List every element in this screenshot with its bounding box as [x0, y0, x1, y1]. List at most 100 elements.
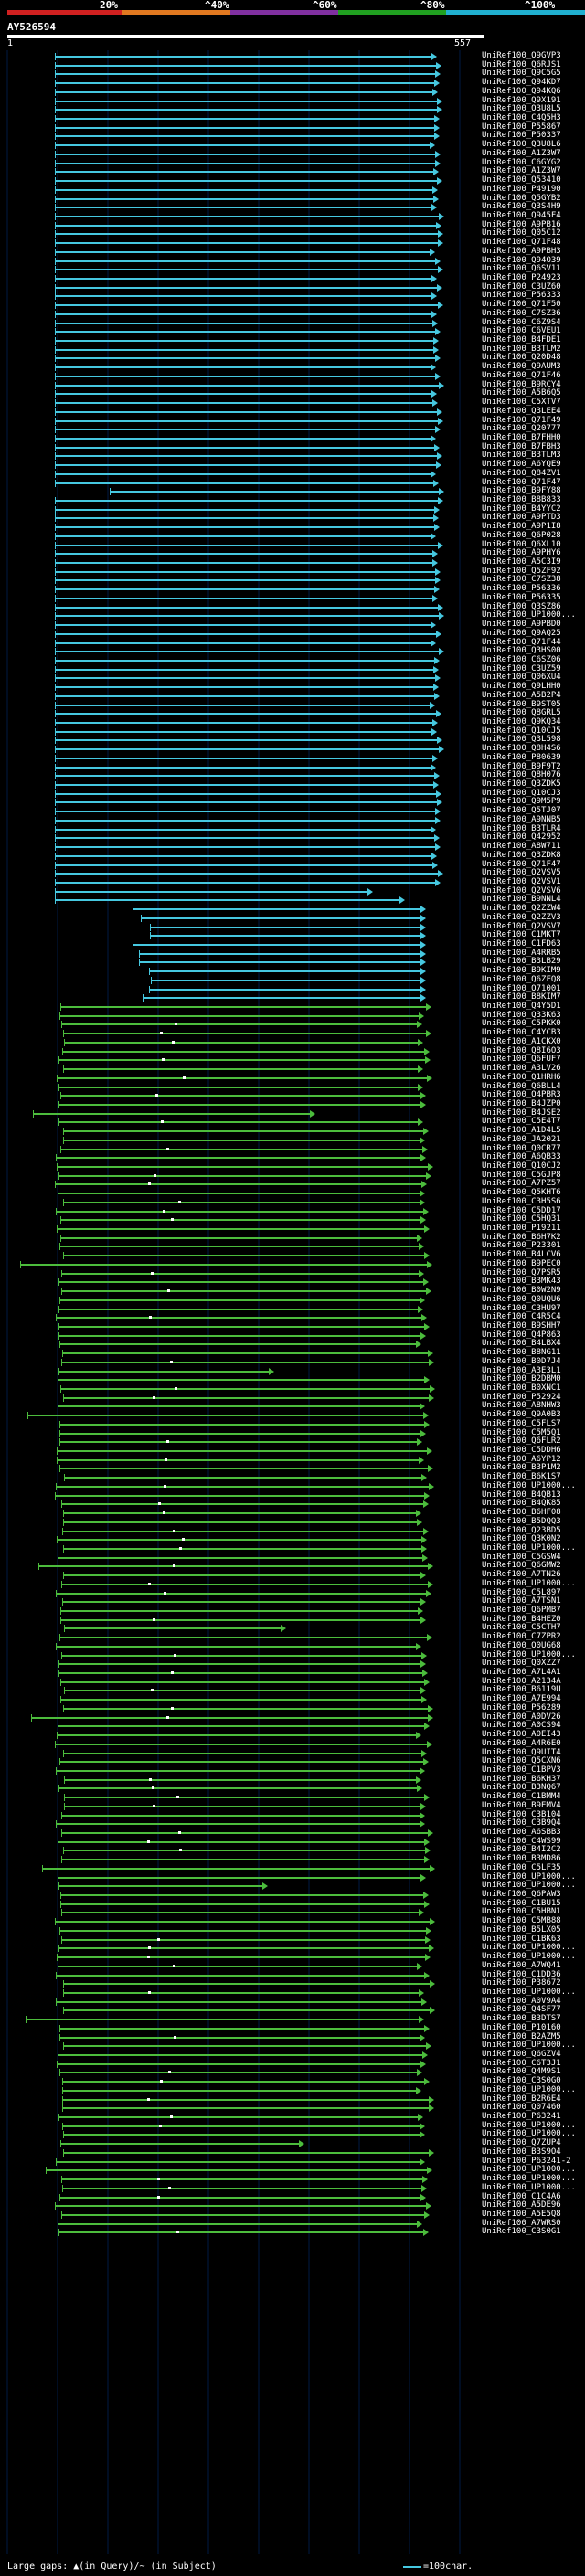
hit-label[interactable]: UniRef100_B6K1S7 — [482, 1472, 561, 1482]
hit-row[interactable]: UniRef100_Q94KQ6 — [0, 86, 585, 97]
hit-label[interactable]: UniRef100_C1MKT7 — [482, 930, 561, 940]
hit-row[interactable]: UniRef100_Q3SZ86 — [0, 602, 585, 612]
hit-row[interactable]: UniRef100_Q8H076 — [0, 770, 585, 780]
hit-row[interactable]: UniRef100_Q3U8L5 — [0, 104, 585, 114]
hit-label[interactable]: UniRef100_Q71F48 — [482, 238, 561, 248]
hit-label[interactable]: UniRef100_P55867 — [482, 122, 561, 132]
hit-label[interactable]: UniRef100_Q23BD5 — [482, 1525, 561, 1535]
hit-label[interactable]: UniRef100_Q6XL10 — [482, 539, 561, 549]
hit-label[interactable]: UniRef100_Q3HS00 — [482, 646, 561, 656]
hit-label[interactable]: UniRef100_A7PZ57 — [482, 1179, 561, 1189]
hit-label[interactable]: UniRef100_C1C4A6 — [482, 2191, 561, 2201]
hit-label[interactable]: UniRef100_A6YP12 — [482, 1454, 561, 1464]
hit-label[interactable]: UniRef100_C4YCB3 — [482, 1028, 561, 1038]
hit-row[interactable]: UniRef100_Q9M5P9 — [0, 797, 585, 807]
hit-row[interactable]: UniRef100_Q71F48 — [0, 238, 585, 248]
hit-row[interactable]: UniRef100_C5DDH6 — [0, 1446, 585, 1456]
hit-label[interactable]: UniRef100_B3S9O4 — [482, 2147, 561, 2157]
hit-row[interactable]: UniRef100_C5HQ31 — [0, 1214, 585, 1224]
hit-label[interactable]: UniRef100_A9PBD0 — [482, 620, 561, 630]
hit-label[interactable]: UniRef100_C3B104 — [482, 1809, 561, 1819]
hit-row[interactable]: UniRef100_Q3K0N2 — [0, 1534, 585, 1544]
hit-label[interactable]: UniRef100_Q94KD7 — [482, 78, 561, 88]
hit-label[interactable]: UniRef100_A1CKX0 — [482, 1036, 561, 1046]
hit-label[interactable]: UniRef100_B2DBM0 — [482, 1374, 561, 1384]
hit-row[interactable]: UniRef100_Q9GVP3 — [0, 51, 585, 61]
hit-row[interactable]: UniRef100_Q7ZUP4 — [0, 2138, 585, 2148]
hit-row[interactable]: UniRef100_C3S0G0 — [0, 2076, 585, 2086]
hit-label[interactable]: UniRef100_C7SZ36 — [482, 308, 561, 318]
hit-label[interactable]: UniRef100_B3TLM3 — [482, 451, 561, 461]
hit-label[interactable]: UniRef100_Q6GZV4 — [482, 2050, 561, 2059]
hit-label[interactable]: UniRef100_C4Q5H3 — [482, 113, 561, 123]
hit-label[interactable]: UniRef100_C4WS99 — [482, 1836, 561, 1846]
hit-label[interactable]: UniRef100_Q5KHT6 — [482, 1188, 561, 1198]
hit-label[interactable]: UniRef100_Q9AUM3 — [482, 362, 561, 372]
hit-row[interactable]: UniRef100_C5E4T7 — [0, 1117, 585, 1127]
hit-label[interactable]: UniRef100_Q3U8L5 — [482, 104, 561, 114]
hit-label[interactable]: UniRef100_Q94KQ6 — [482, 86, 561, 96]
hit-row[interactable]: UniRef100_C3B9Q4 — [0, 1818, 585, 1829]
hit-label[interactable]: UniRef100_UP1000... — [482, 2041, 576, 2051]
hit-row[interactable]: UniRef100_A5C3I9 — [0, 557, 585, 567]
hit-row[interactable]: UniRef100_A1Z3W7 — [0, 148, 585, 159]
hit-label[interactable]: UniRef100_Q10CJ3 — [482, 788, 561, 798]
hit-row[interactable]: UniRef100_C4WS99 — [0, 1836, 585, 1847]
hit-row[interactable]: UniRef100_Q9A0B3 — [0, 1410, 585, 1420]
hit-label[interactable]: UniRef100_C3UZ59 — [482, 663, 561, 673]
hit-label[interactable]: UniRef100_Q8I6O3 — [482, 1045, 561, 1055]
hit-label[interactable]: UniRef100_A5C3I9 — [482, 557, 561, 567]
hit-row[interactable]: UniRef100_B4FDE1 — [0, 335, 585, 345]
hit-label[interactable]: UniRef100_A7WQ41 — [482, 1960, 561, 1970]
hit-row[interactable]: UniRef100_P80639 — [0, 753, 585, 763]
hit-label[interactable]: UniRef100_Q6FUF7 — [482, 1055, 561, 1065]
hit-row[interactable]: UniRef100_B2R6E4 — [0, 2094, 585, 2104]
hit-label[interactable]: UniRef100_B7FHH0 — [482, 432, 561, 442]
hit-row[interactable]: UniRef100_B4JSE2 — [0, 1108, 585, 1118]
hit-label[interactable]: UniRef100_B5LX05 — [482, 1924, 561, 1935]
hit-row[interactable]: UniRef100_B9FY88 — [0, 486, 585, 496]
hit-row[interactable]: UniRef100_B3MD86 — [0, 1854, 585, 1864]
hit-label[interactable]: UniRef100_P50337 — [482, 131, 561, 141]
hit-row[interactable]: UniRef100_P24923 — [0, 273, 585, 283]
hit-row[interactable]: UniRef100_C6Z9S4 — [0, 318, 585, 328]
hit-row[interactable]: UniRef100_Q2VSV1 — [0, 877, 585, 887]
hit-label[interactable]: UniRef100_P56333 — [482, 291, 561, 301]
hit-row[interactable]: UniRef100_A2134A — [0, 1677, 585, 1687]
hit-label[interactable]: UniRef100_B3LB29 — [482, 957, 561, 967]
hit-row[interactable]: UniRef100_Q8H4S6 — [0, 744, 585, 754]
hit-row[interactable]: UniRef100_A5E5Q8 — [0, 2210, 585, 2220]
hit-label[interactable]: UniRef100_Q53410 — [482, 175, 561, 186]
hit-label[interactable]: UniRef100_C3S0G0 — [482, 2076, 561, 2086]
hit-label[interactable]: UniRef100_Q3ZDK8 — [482, 850, 561, 860]
hit-row[interactable]: UniRef100_UP1000... — [0, 2121, 585, 2131]
hit-row[interactable]: UniRef100_A7WRS0 — [0, 2219, 585, 2229]
hit-label[interactable]: UniRef100_A7L4A1 — [482, 1668, 561, 1678]
hit-label[interactable]: UniRef100_UP1000... — [482, 1542, 576, 1553]
hit-label[interactable]: UniRef100_Q2VSV6 — [482, 885, 561, 896]
hit-row[interactable]: UniRef100_Q71F46 — [0, 370, 585, 381]
hit-row[interactable]: UniRef100_JA2021 — [0, 1135, 585, 1145]
hit-label[interactable]: UniRef100_A8NHW3 — [482, 1401, 561, 1411]
hit-label[interactable]: UniRef100_Q3U8L6 — [482, 140, 561, 150]
hit-row[interactable]: UniRef100_B9NNL4 — [0, 895, 585, 905]
hit-label[interactable]: UniRef100_B6119U — [482, 1685, 561, 1695]
hit-label[interactable]: UniRef100_P49190 — [482, 184, 561, 194]
hit-label[interactable]: UniRef100_A5E5Q8 — [482, 2209, 561, 2219]
hit-row[interactable]: UniRef100_Q6GZV4 — [0, 2050, 585, 2060]
hit-label[interactable]: UniRef100_B8B833 — [482, 495, 561, 504]
hit-label[interactable]: UniRef100_Q3ZDK5 — [482, 779, 561, 790]
hit-label[interactable]: UniRef100_B0XNC1 — [482, 1383, 561, 1393]
hit-label[interactable]: UniRef100_Q42952 — [482, 832, 561, 843]
hit-label[interactable]: UniRef100_C7ZPR2 — [482, 1632, 561, 1642]
hit-label[interactable]: UniRef100_Q84ZV1 — [482, 468, 561, 478]
hit-row[interactable]: UniRef100_A0V9A4 — [0, 1997, 585, 2007]
hit-row[interactable]: UniRef100_C1DD36 — [0, 1970, 585, 1980]
hit-label[interactable]: UniRef100_Q06XU4 — [482, 673, 561, 683]
hit-label[interactable]: UniRef100_Q4SF77 — [482, 2005, 561, 2015]
hit-label[interactable]: UniRef100_Q71F46 — [482, 370, 561, 380]
hit-label[interactable]: UniRef100_P56289 — [482, 1702, 561, 1712]
hit-label[interactable]: UniRef100_A9P1I8 — [482, 522, 561, 532]
hit-label[interactable]: UniRef100_A1Z3W7 — [482, 148, 561, 158]
hit-row[interactable]: UniRef100_A7TSN1 — [0, 1596, 585, 1606]
